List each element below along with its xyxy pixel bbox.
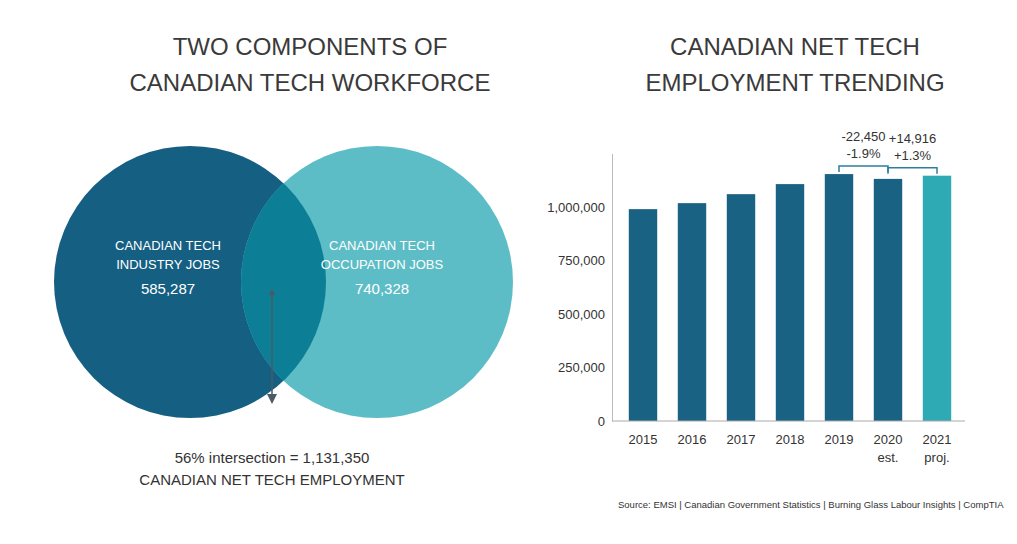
annotation-text: -1.9% — [847, 146, 881, 161]
x-axis-line — [612, 421, 965, 422]
x-tick: 2021 proj. — [923, 421, 952, 465]
annotation-bracket — [839, 166, 888, 172]
y-tick: 1,000,000 — [547, 200, 612, 215]
y-tick-label: 500,000 — [558, 307, 605, 322]
venn-label: INDUSTRY JOBS — [116, 257, 220, 272]
intersection-label: 56% intersection = 1,131,350 — [175, 449, 370, 466]
y-tick-label: 750,000 — [558, 253, 605, 268]
venn-circle — [241, 146, 513, 418]
x-tick-label: 2020 est. — [874, 432, 903, 465]
x-tick-label: 2018 — [776, 432, 805, 447]
x-tick-line: 2018 — [776, 432, 805, 447]
y-axis: 0 250,000 500,000 750,000 1,000,000 — [547, 154, 612, 429]
y-tick-label: 250,000 — [558, 360, 605, 375]
y-tick-label: 1,000,000 — [547, 200, 605, 215]
bar — [825, 174, 853, 421]
x-tick-line: 2019 — [825, 432, 854, 447]
x-tick-label: 2017 — [727, 432, 756, 447]
bar — [923, 176, 951, 421]
y-tick: 500,000 — [558, 307, 612, 322]
x-tick-line: 2021 — [923, 432, 952, 447]
annotation-text: +1.3% — [894, 148, 932, 163]
x-tick-line: proj. — [924, 450, 949, 465]
y-tick-label: 0 — [598, 414, 605, 429]
x-tick-label: 2016 — [678, 432, 707, 447]
chart-title: TWO COMPONENTS OF — [173, 33, 448, 60]
intersection-label: CANADIAN NET TECH EMPLOYMENT — [139, 471, 404, 488]
bar — [874, 179, 902, 421]
venn-label: CANADIAN TECH — [115, 238, 221, 253]
venn-value: 585,287 — [141, 280, 195, 297]
annotation-bracket — [888, 168, 937, 174]
x-tick: 2018 — [776, 421, 805, 447]
source-note: Source: EMSI | Canadian Government Stati… — [618, 499, 1004, 510]
venn-value: 740,328 — [355, 280, 409, 297]
bar — [727, 194, 755, 421]
bar — [678, 203, 706, 421]
x-tick-label: 2015 — [629, 432, 658, 447]
x-axis: 2015 2016 2017 2018 2019 2020 est. 2021 proj. — [612, 421, 965, 465]
venn-label: OCCUPATION JOBS — [321, 257, 444, 272]
y-axis-line — [612, 154, 613, 422]
venn — [54, 146, 513, 418]
chart-title: CANADIAN NET TECH — [670, 33, 920, 60]
bars — [629, 174, 951, 421]
venn-intersection — [241, 146, 513, 418]
x-tick-line: est. — [878, 450, 899, 465]
x-tick-line: 2017 — [727, 432, 756, 447]
x-tick: 2015 — [629, 421, 658, 447]
x-tick: 2017 — [727, 421, 756, 447]
venn-label: CANADIAN TECH — [329, 238, 435, 253]
chart-title: CANADIAN TECH WORKFORCE — [130, 69, 491, 96]
arrow-line — [271, 293, 273, 396]
y-tick: 750,000 — [558, 253, 612, 268]
y-tick: 250,000 — [558, 360, 612, 375]
x-tick: 2016 — [678, 421, 707, 447]
chart-title: EMPLOYMENT TRENDING — [645, 69, 944, 96]
background — [0, 0, 1017, 544]
bar — [776, 184, 804, 421]
x-tick-label: 2021 proj. — [923, 432, 952, 465]
annotation-text: -22,450 — [841, 129, 885, 144]
x-tick-line: 2016 — [678, 432, 707, 447]
canvas: TWO COMPONENTS OF CANADIAN TECH WORKFORCE… — [0, 0, 1017, 544]
x-tick: 2019 — [825, 421, 854, 447]
bar — [629, 209, 657, 421]
y-tick: 0 — [598, 414, 612, 429]
x-tick-label: 2019 — [825, 432, 854, 447]
x-tick: 2020 est. — [874, 421, 903, 465]
x-tick-line: 2015 — [629, 432, 658, 447]
arrow-head — [267, 394, 277, 404]
annotation-text: +14,916 — [889, 131, 936, 146]
x-tick-line: 2020 — [874, 432, 903, 447]
